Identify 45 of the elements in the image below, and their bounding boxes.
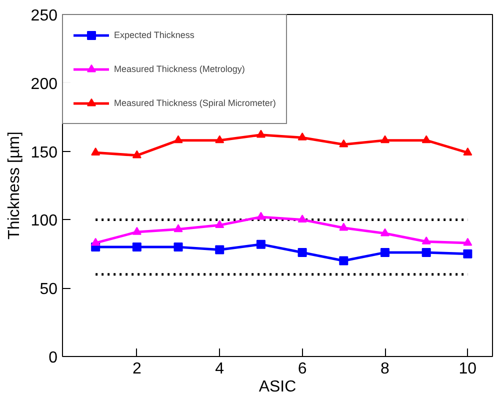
point [422,135,431,144]
point [463,238,472,246]
y-tick-label: 200 [30,76,58,93]
point [132,226,142,235]
x-tick-label: 6 [298,360,307,378]
y-axis-title: Thickness [µm] [6,132,23,240]
x-tick-label: 8 [380,360,390,378]
legend-label: Measured Thickness (Spiral Micrometer) [114,98,276,108]
point [463,148,472,156]
x-tick-label: 2 [132,360,142,378]
point [298,214,307,223]
point [215,135,224,144]
point [132,150,142,158]
x-axis-title: ASIC [258,378,296,396]
y-tick-label: 50 [40,281,58,298]
point [256,240,266,249]
y-tick-label: 100 [30,212,58,230]
legend-label: Expected Thickness [114,30,194,40]
point [174,224,183,232]
point [422,248,431,258]
point [215,220,224,228]
point [380,228,390,236]
point [422,236,431,244]
point [380,248,390,258]
point [91,238,100,246]
point [256,130,266,138]
point [174,242,183,252]
point [298,132,307,140]
point [174,135,183,144]
y-tick-label: 0 [48,350,58,366]
point [132,242,142,252]
point [298,248,307,258]
point [339,256,348,266]
point [339,139,348,148]
x-tick-label: 10 [458,360,477,378]
point [215,245,224,254]
point [256,212,266,220]
point [380,135,390,144]
legend-label: Measured Thickness (Metrology) [114,64,245,74]
x-tick-label: 4 [215,360,224,378]
point [339,222,348,231]
y-tick-label: 150 [30,144,58,162]
point [463,249,472,258]
y-tick-label: 250 [30,8,58,24]
point [91,148,100,156]
